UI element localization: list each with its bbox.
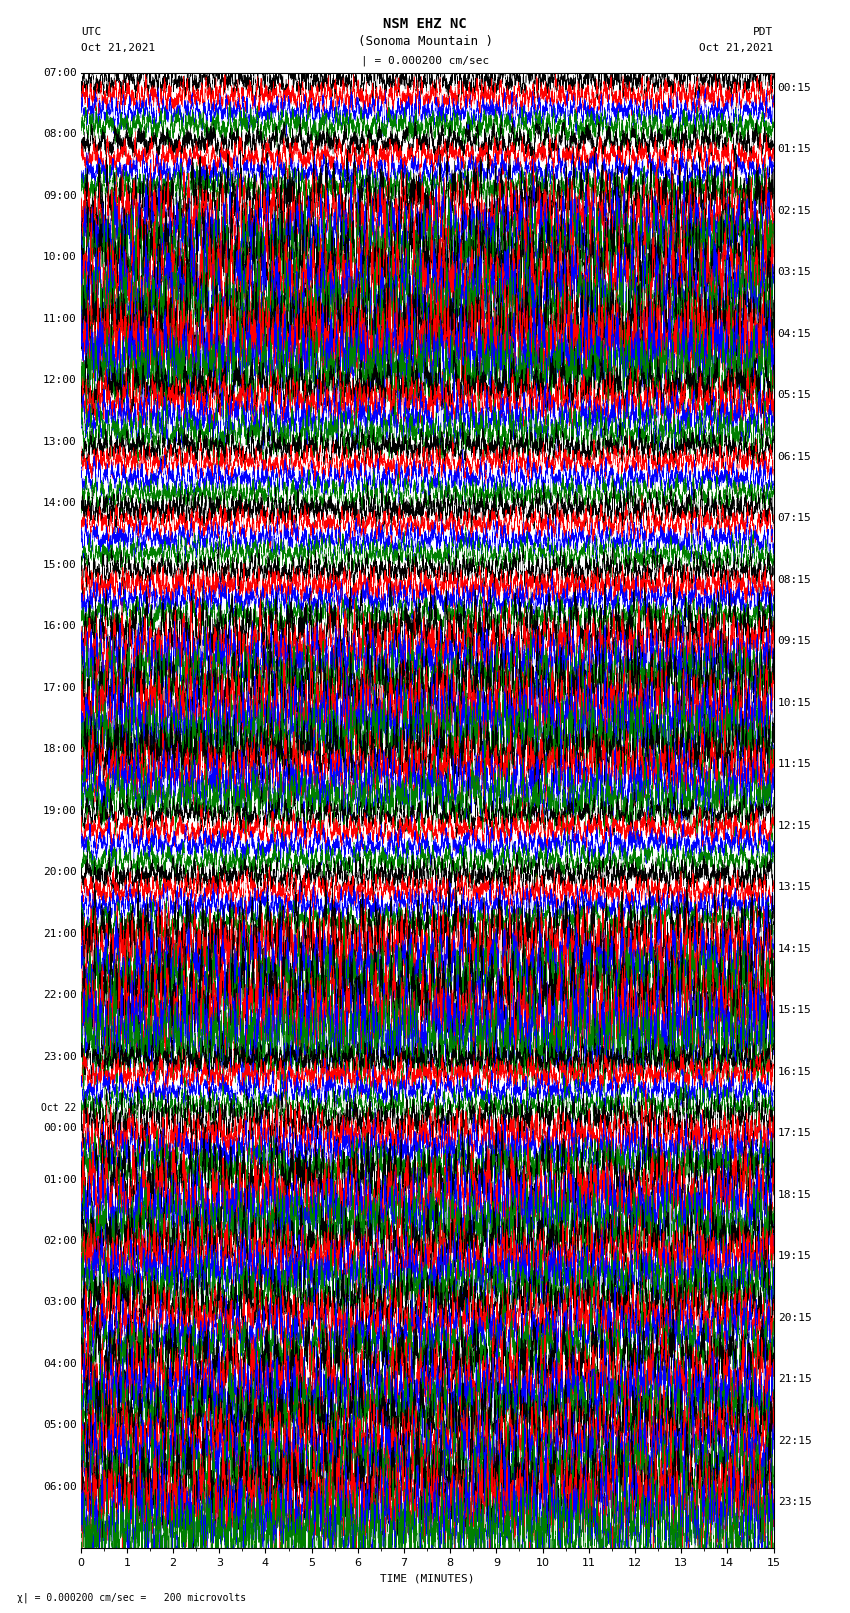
Text: 17:15: 17:15	[778, 1129, 812, 1139]
Text: 12:00: 12:00	[42, 376, 76, 386]
Text: 04:15: 04:15	[778, 329, 812, 339]
Text: 13:00: 13:00	[42, 437, 76, 447]
Text: 21:15: 21:15	[778, 1374, 812, 1384]
Text: 00:00: 00:00	[42, 1123, 76, 1132]
Text: UTC: UTC	[81, 27, 101, 37]
Text: PDT: PDT	[753, 27, 774, 37]
Text: 07:00: 07:00	[42, 68, 76, 77]
Text: 14:00: 14:00	[42, 498, 76, 508]
Text: Oct 21,2021: Oct 21,2021	[700, 44, 774, 53]
Text: 18:15: 18:15	[778, 1190, 812, 1200]
Text: 13:15: 13:15	[778, 882, 812, 892]
Text: 05:15: 05:15	[778, 390, 812, 400]
Text: 15:00: 15:00	[42, 560, 76, 569]
Text: 22:00: 22:00	[42, 990, 76, 1000]
Text: χ| = 0.000200 cm/sec =   200 microvolts: χ| = 0.000200 cm/sec = 200 microvolts	[17, 1592, 246, 1603]
Text: 17:00: 17:00	[42, 682, 76, 692]
Text: 20:15: 20:15	[778, 1313, 812, 1323]
Text: 11:15: 11:15	[778, 760, 812, 769]
Text: 04:00: 04:00	[42, 1360, 76, 1369]
Text: 19:15: 19:15	[778, 1252, 812, 1261]
Text: 03:15: 03:15	[778, 268, 812, 277]
X-axis label: TIME (MINUTES): TIME (MINUTES)	[380, 1574, 474, 1584]
Text: 10:00: 10:00	[42, 252, 76, 261]
Text: Oct 21,2021: Oct 21,2021	[81, 44, 155, 53]
Text: 08:15: 08:15	[778, 574, 812, 586]
Text: 11:00: 11:00	[42, 313, 76, 324]
Text: Oct 22: Oct 22	[42, 1103, 76, 1113]
Text: 12:15: 12:15	[778, 821, 812, 831]
Text: 23:00: 23:00	[42, 1052, 76, 1061]
Text: 02:15: 02:15	[778, 206, 812, 216]
Text: 14:15: 14:15	[778, 944, 812, 953]
Text: 16:00: 16:00	[42, 621, 76, 631]
Text: 16:15: 16:15	[778, 1066, 812, 1077]
Text: 02:00: 02:00	[42, 1236, 76, 1245]
Text: 10:15: 10:15	[778, 698, 812, 708]
Text: 08:00: 08:00	[42, 129, 76, 139]
Text: 01:15: 01:15	[778, 145, 812, 155]
Text: (Sonoma Mountain ): (Sonoma Mountain )	[358, 35, 492, 48]
Text: 06:15: 06:15	[778, 452, 812, 461]
Text: 15:15: 15:15	[778, 1005, 812, 1016]
Text: 07:15: 07:15	[778, 513, 812, 524]
Text: 20:00: 20:00	[42, 868, 76, 877]
Text: 03:00: 03:00	[42, 1297, 76, 1308]
Text: 06:00: 06:00	[42, 1482, 76, 1492]
Text: 22:15: 22:15	[778, 1436, 812, 1445]
Text: 18:00: 18:00	[42, 744, 76, 753]
Text: NSM EHZ NC: NSM EHZ NC	[383, 16, 467, 31]
Text: | = 0.000200 cm/sec: | = 0.000200 cm/sec	[361, 55, 489, 66]
Text: 21:00: 21:00	[42, 929, 76, 939]
Text: 09:00: 09:00	[42, 190, 76, 200]
Text: 01:00: 01:00	[42, 1174, 76, 1184]
Text: 00:15: 00:15	[778, 82, 812, 94]
Text: 23:15: 23:15	[778, 1497, 812, 1508]
Text: 19:00: 19:00	[42, 805, 76, 816]
Text: 05:00: 05:00	[42, 1421, 76, 1431]
Text: 09:15: 09:15	[778, 637, 812, 647]
